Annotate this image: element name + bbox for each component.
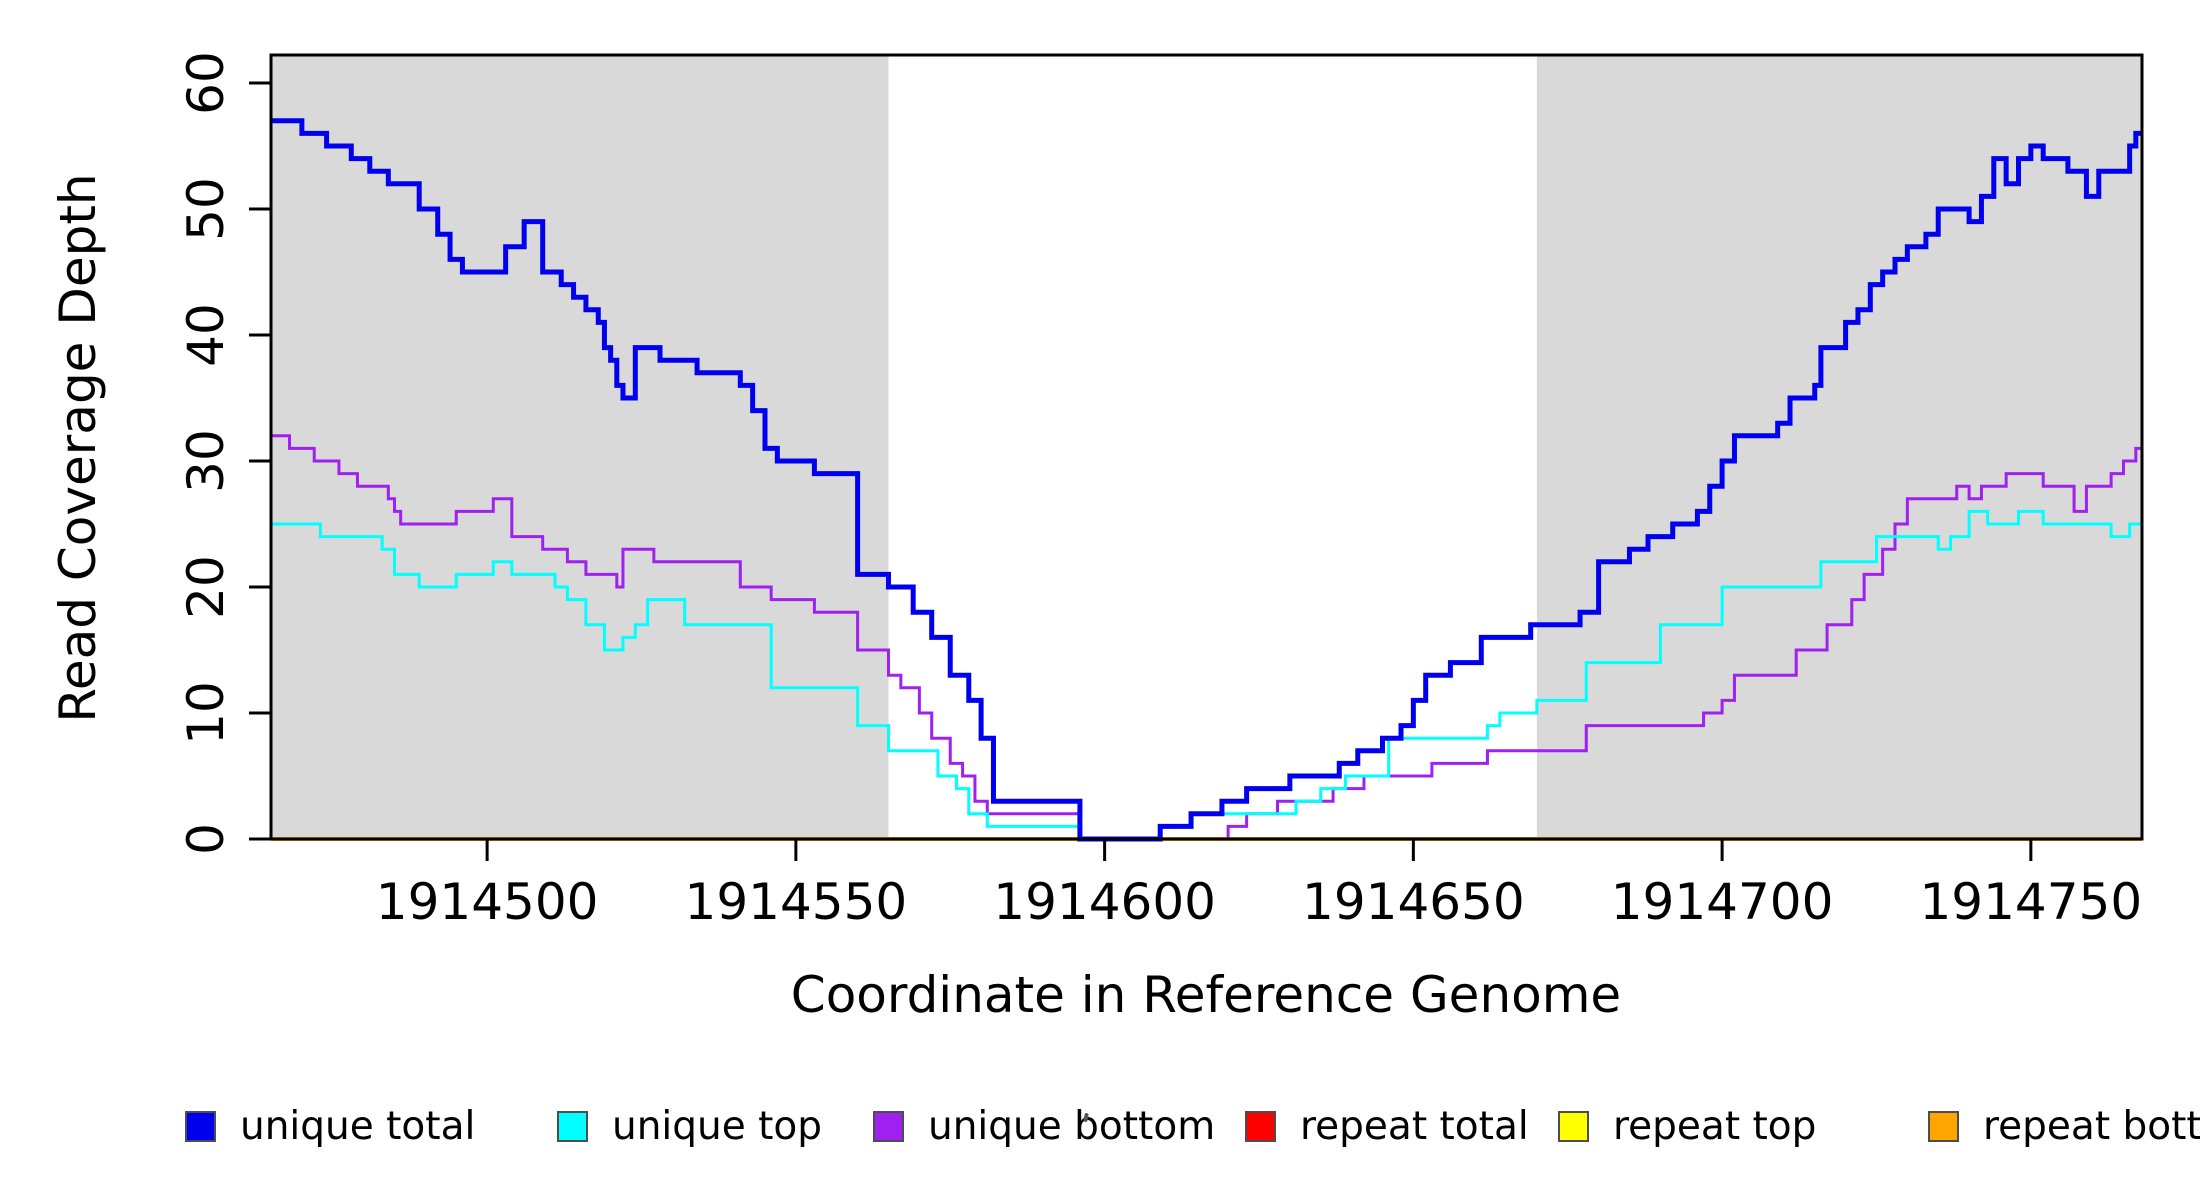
y-tick-label: 40 [177,303,235,367]
legend-swatch-icon [557,1110,588,1142]
x-tick-label: 1914650 [1302,873,1525,931]
legend-label: repeat top [1613,1103,1817,1149]
plot-border [269,53,2144,841]
legend-label: unique bottom [928,1103,1216,1149]
y-tick-label: 20 [177,555,235,619]
legend-item-unique-bottom: unique bottom [873,1096,1215,1156]
axes: 1914500 1914550 1914600 1914650 1914700 19147… [177,51,2144,931]
legend-item-unique-total: unique total [185,1096,475,1156]
x-tick-label: 1914600 [993,873,1216,931]
x-axis-title: Coordinate in Reference Genome [791,966,1621,1024]
y-tick-label: 10 [177,681,235,745]
legend-swatch-icon [1558,1110,1589,1142]
left-repeat-region [271,55,889,839]
right-repeat-region [1536,55,2142,839]
x-tick-label: 1914750 [1920,873,2143,931]
legend-swatch-icon [1928,1110,1959,1142]
y-tick-label: 60 [177,51,235,115]
legend-label: unique top [612,1103,823,1149]
x-tick-label: 1914550 [685,873,908,931]
y-tick-label: 0 [177,823,235,855]
legend-swatch-icon [873,1110,904,1142]
y-tick-label: 50 [177,177,235,241]
legend: unique total unique top unique bottom repea… [0,1096,2200,1156]
legend-swatch-icon [185,1110,216,1142]
series-unique-total [271,118,2142,842]
x-tick-label: 1914500 [376,873,599,931]
legend-label: repeat total [1300,1103,1529,1149]
legend-item-repeat-total: repeat total [1245,1096,1529,1156]
shaded-repeat-regions [271,55,2142,839]
legend-label: unique total [240,1103,476,1149]
legend-label: repeat bottom [1983,1103,2200,1149]
legend-item-unique-top: unique top [557,1096,822,1156]
x-tick-label: 1914700 [1611,873,1834,931]
legend-item-repeat-top: repeat top [1558,1096,1816,1156]
y-axis-title: Read Coverage Depth [49,173,107,722]
y-tick-label: 30 [177,429,235,493]
legend-item-repeat-bottom: repeat bottom [1928,1096,2200,1156]
legend-swatch-icon [1245,1110,1276,1142]
